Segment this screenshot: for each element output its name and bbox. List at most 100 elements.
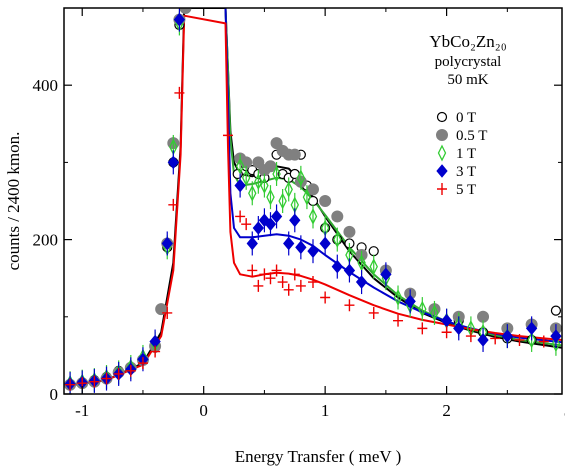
data-point xyxy=(331,210,344,223)
data-point xyxy=(308,207,318,225)
annotation-compound: YbCo₂Zn₂₀ xyxy=(429,32,506,51)
data-point xyxy=(404,294,416,309)
legend-marker xyxy=(437,144,447,162)
y-axis-title: counts / 2400 kmon. xyxy=(4,132,23,271)
data-point xyxy=(284,180,293,198)
data-point xyxy=(418,300,427,318)
data-point xyxy=(101,372,112,385)
data-point xyxy=(277,276,288,289)
data-point xyxy=(514,333,525,346)
series-4 xyxy=(65,86,549,391)
legend: 0 T 0.5 T 1 T 3 T 5 T xyxy=(436,110,487,198)
data-point xyxy=(550,305,562,316)
legend-label: 0 T xyxy=(456,110,476,126)
data-point xyxy=(430,304,439,322)
data-point xyxy=(278,192,287,210)
y-tick-label: 400 xyxy=(33,76,59,95)
data-point xyxy=(393,314,404,327)
data-point xyxy=(235,210,246,223)
data-point xyxy=(344,299,355,312)
data-point xyxy=(289,213,301,228)
data-point xyxy=(307,244,319,258)
data-point xyxy=(331,259,343,274)
data-point xyxy=(272,165,281,183)
data-point xyxy=(369,258,378,276)
data-point xyxy=(295,279,306,292)
data-point xyxy=(162,306,173,319)
data-point xyxy=(252,221,264,235)
data-point xyxy=(260,177,269,195)
data-point xyxy=(247,264,258,277)
data-point xyxy=(501,329,513,343)
annotation-sample: polycrystal xyxy=(435,54,502,70)
data-point xyxy=(525,321,538,336)
data-point xyxy=(295,240,307,255)
data-point xyxy=(248,184,257,202)
legend-label: 0.5 T xyxy=(456,128,487,144)
data-point xyxy=(380,267,392,282)
x-tick-label: 3 xyxy=(564,401,565,420)
legend-label: 5 T xyxy=(456,182,476,198)
data-point xyxy=(319,236,331,251)
data-point xyxy=(181,0,190,5)
data-point xyxy=(173,12,186,27)
data-point xyxy=(333,231,342,249)
data-point xyxy=(222,129,233,142)
data-point xyxy=(161,236,173,251)
data-point xyxy=(527,331,536,349)
data-point xyxy=(343,225,356,238)
data-point xyxy=(258,213,271,228)
data-point xyxy=(259,268,270,281)
data-points xyxy=(64,0,562,394)
legend-entry-1: 0.5 T xyxy=(436,128,487,144)
data-point xyxy=(417,322,428,335)
data-point xyxy=(253,279,264,292)
data-point xyxy=(551,335,561,353)
data-point xyxy=(289,268,300,281)
data-point xyxy=(393,289,403,306)
data-point xyxy=(241,169,251,187)
data-point xyxy=(465,330,476,343)
data-point xyxy=(550,329,562,343)
data-point xyxy=(137,357,148,370)
data-point xyxy=(288,148,301,161)
data-point xyxy=(65,378,76,391)
plot-frame xyxy=(63,7,563,395)
data-point xyxy=(343,263,356,278)
x-tick-label: -1 xyxy=(75,401,89,420)
data-point xyxy=(319,195,332,207)
x-tick-label: 0 xyxy=(199,401,208,420)
data-point xyxy=(125,364,136,377)
legend-marker xyxy=(436,129,448,141)
data-point xyxy=(235,157,245,175)
data-point xyxy=(490,332,501,345)
data-point xyxy=(368,246,379,257)
legend-label: 3 T xyxy=(456,164,476,180)
annotation-temperature: 50 mK xyxy=(447,72,488,88)
y-tick-label: 0 xyxy=(50,385,59,404)
data-point xyxy=(264,217,277,231)
data-point xyxy=(283,236,295,251)
data-point xyxy=(246,236,258,251)
data-point xyxy=(355,275,368,289)
data-point xyxy=(271,264,282,277)
legend-marker xyxy=(437,183,447,195)
data-point xyxy=(254,173,263,191)
data-point xyxy=(167,155,179,170)
data-point xyxy=(441,326,452,339)
data-point xyxy=(168,198,179,211)
data-point xyxy=(357,254,366,272)
legend-entry-0: 0 T xyxy=(436,110,476,126)
data-point xyxy=(296,169,306,187)
data-point xyxy=(266,188,275,206)
legend-marker xyxy=(436,111,448,123)
x-tick-label: 2 xyxy=(442,401,451,420)
y-tick-label: 200 xyxy=(33,231,59,250)
data-point xyxy=(241,218,252,231)
data-point xyxy=(538,335,549,348)
x-tick-label: 1 xyxy=(321,401,330,420)
data-point xyxy=(308,276,318,289)
data-point xyxy=(302,188,312,206)
legend-marker xyxy=(436,164,448,178)
